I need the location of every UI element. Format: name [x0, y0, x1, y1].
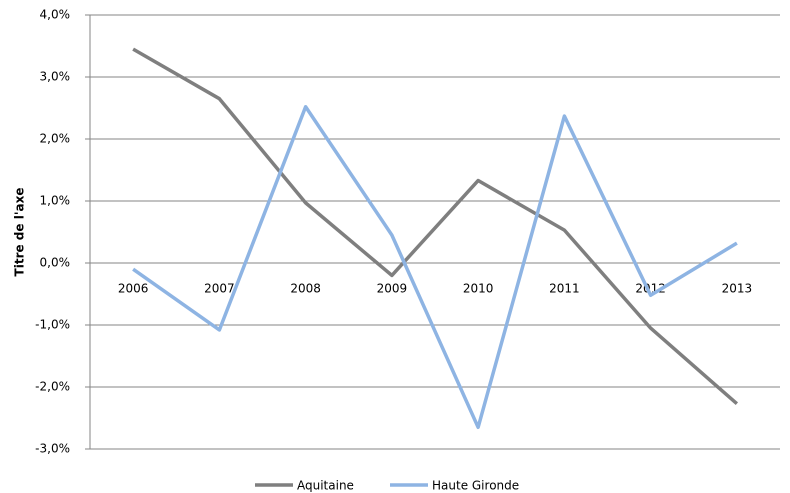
y-tick-label: -2,0%: [35, 380, 70, 394]
x-tick-label: 2010: [463, 282, 494, 296]
y-tick-label: 0,0%: [40, 256, 71, 270]
y-tick-label: 2,0%: [40, 132, 71, 146]
legend-label: Haute Gironde: [432, 479, 519, 493]
y-tick-label: -3,0%: [35, 442, 70, 456]
series-line: [132, 105, 738, 430]
y-axis-title: Titre de l'axe: [13, 188, 27, 277]
y-tick-label: 4,0%: [40, 8, 71, 22]
x-tick-label: 2006: [118, 282, 149, 296]
y-tick-label: 1,0%: [40, 194, 71, 208]
y-tick-label: -1,0%: [35, 318, 70, 332]
x-tick-label: 2009: [377, 282, 408, 296]
x-tick-label: 2013: [722, 282, 753, 296]
x-tick-label: 2011: [549, 282, 580, 296]
series-line: [132, 47, 739, 406]
x-tick-label: 2008: [290, 282, 321, 296]
y-tick-label: 3,0%: [40, 70, 71, 84]
x-tick-label: 2007: [204, 282, 235, 296]
legend-label: Aquitaine: [297, 479, 354, 493]
